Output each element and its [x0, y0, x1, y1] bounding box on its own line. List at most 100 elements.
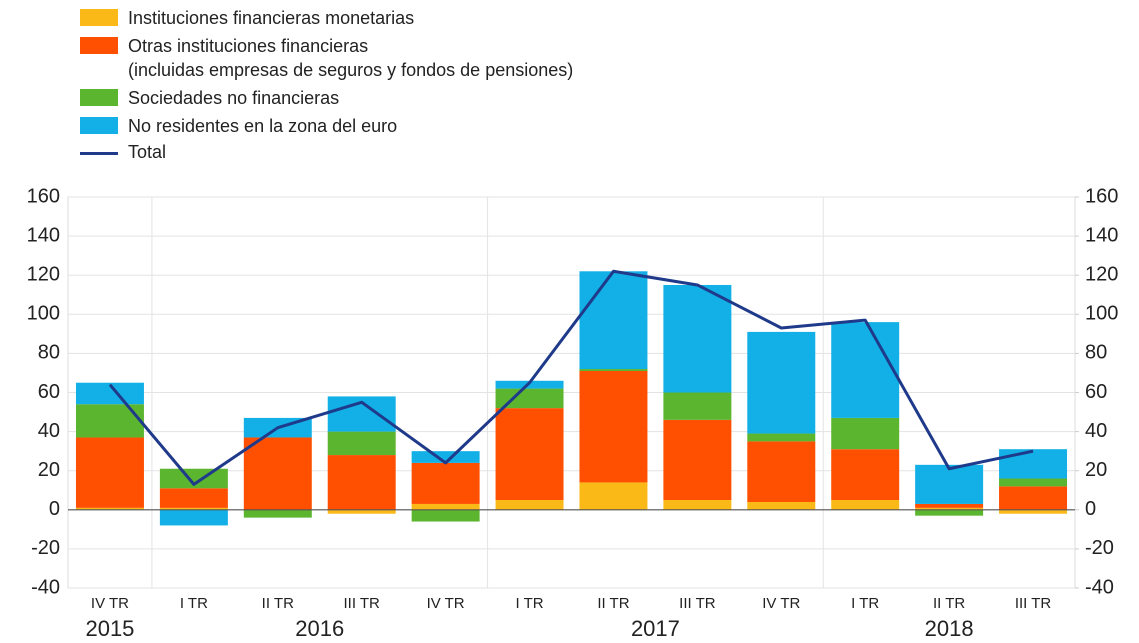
y-tick-label: 80	[38, 342, 60, 364]
y2-tick-label: 120	[1085, 263, 1118, 285]
bar-segment	[75, 437, 144, 508]
legend-item: Instituciones financieras monetarias	[80, 6, 573, 30]
bar-segment	[495, 388, 564, 409]
x-tick-label: IV TR	[91, 595, 129, 612]
bar-segment	[663, 500, 732, 510]
year-label: 2017	[631, 616, 680, 641]
legend-item: Sociedades no financieras	[80, 86, 573, 110]
bar-segment	[243, 437, 312, 510]
x-tick-label: III TR	[679, 595, 716, 612]
year-label: 2016	[295, 616, 344, 641]
bar-segment	[327, 431, 396, 456]
y-tick-label: 100	[27, 303, 60, 325]
bar-segment	[411, 451, 480, 463]
bar-segment	[831, 322, 900, 418]
y-tick-label: 0	[49, 498, 60, 520]
bar-segment	[75, 507, 144, 510]
y2-tick-label: 20	[1085, 459, 1107, 481]
legend-item: Otras instituciones financieras (incluid…	[80, 34, 573, 82]
y2-tick-label: 160	[1085, 185, 1118, 207]
y-tick-label: 120	[27, 263, 60, 285]
bar-segment	[747, 501, 816, 510]
bar-segment	[915, 464, 984, 504]
year-label: 2015	[85, 616, 134, 641]
bar-segment	[75, 382, 144, 405]
y-tick-label: 140	[27, 224, 60, 246]
bar-segment	[411, 503, 480, 510]
y-tick-label: 160	[27, 185, 60, 207]
y2-tick-label: 80	[1085, 342, 1107, 364]
x-tick-label: II TR	[933, 595, 965, 612]
bar-segment	[915, 509, 984, 516]
y2-tick-label: -40	[1085, 576, 1114, 598]
y-tick-label: 20	[38, 459, 60, 481]
bar-segment	[159, 507, 228, 510]
y2-tick-label: -20	[1085, 537, 1114, 559]
x-tick-label: II TR	[262, 595, 294, 612]
bar-segment	[915, 503, 984, 508]
bar-segment	[327, 455, 396, 510]
bar-segment	[747, 331, 816, 434]
bar-segment	[999, 486, 1068, 510]
legend-item: No residentes en la zona del euro	[80, 114, 573, 138]
y2-tick-label: 100	[1085, 303, 1118, 325]
legend-label: No residentes en la zona del euro	[128, 116, 398, 136]
year-label: 2018	[925, 616, 974, 641]
bar-segment	[663, 284, 732, 393]
bar-segment	[579, 271, 648, 370]
legend-swatch	[80, 37, 118, 54]
bar-segment	[999, 509, 1068, 514]
y-tick-label: 60	[38, 381, 60, 403]
bar-segment	[831, 417, 900, 450]
bar-segment	[579, 482, 648, 510]
bar-segment	[831, 449, 900, 501]
bar-segment	[243, 509, 312, 518]
bar-segment	[495, 408, 564, 501]
bar-segment	[831, 500, 900, 510]
legend-label: Sociedades no financieras	[128, 88, 340, 108]
y-tick-label: -40	[31, 576, 60, 598]
bar-segment	[747, 433, 816, 442]
legend-item: Total	[80, 142, 573, 162]
bar-segment	[159, 488, 228, 508]
x-tick-label: I TR	[516, 595, 544, 612]
bar-segment	[915, 507, 984, 510]
y-tick-label: -20	[31, 537, 60, 559]
y2-tick-label: 0	[1085, 498, 1096, 520]
legend-swatch	[80, 89, 118, 106]
bar-segment	[411, 462, 480, 504]
x-tick-label: II TR	[597, 595, 629, 612]
legend: Instituciones financieras monetarias Otra…	[80, 6, 573, 166]
x-tick-label: I TR	[851, 595, 879, 612]
bar-segment	[411, 509, 480, 522]
x-tick-label: III TR	[1015, 595, 1052, 612]
legend-swatch	[80, 9, 118, 26]
bar-segment	[999, 449, 1068, 479]
bar-segment	[327, 509, 396, 514]
x-tick-label: IV TR	[427, 595, 465, 612]
bar-segment	[75, 404, 144, 438]
bar-segment	[663, 419, 732, 501]
x-tick-label: IV TR	[762, 595, 800, 612]
y2-tick-label: 140	[1085, 224, 1118, 246]
legend-swatch	[80, 117, 118, 134]
y2-tick-label: 40	[1085, 420, 1107, 442]
bar-segment	[159, 509, 228, 526]
bar-segment	[999, 478, 1068, 487]
legend-swatch	[80, 152, 118, 155]
legend-label: Otras instituciones financieras (incluid…	[128, 36, 574, 80]
bar-segment	[663, 392, 732, 420]
legend-label: Instituciones financieras monetarias	[128, 8, 415, 28]
y-tick-label: 40	[38, 420, 60, 442]
bar-segment	[747, 441, 816, 502]
bar-segment	[495, 500, 564, 510]
bar-segment	[579, 369, 648, 371]
bar-segment	[579, 370, 648, 483]
x-tick-label: III TR	[344, 595, 381, 612]
total-line	[108, 269, 1034, 486]
x-tick-label: I TR	[180, 595, 208, 612]
legend-label: Total	[128, 142, 167, 162]
y2-tick-label: 60	[1085, 381, 1107, 403]
